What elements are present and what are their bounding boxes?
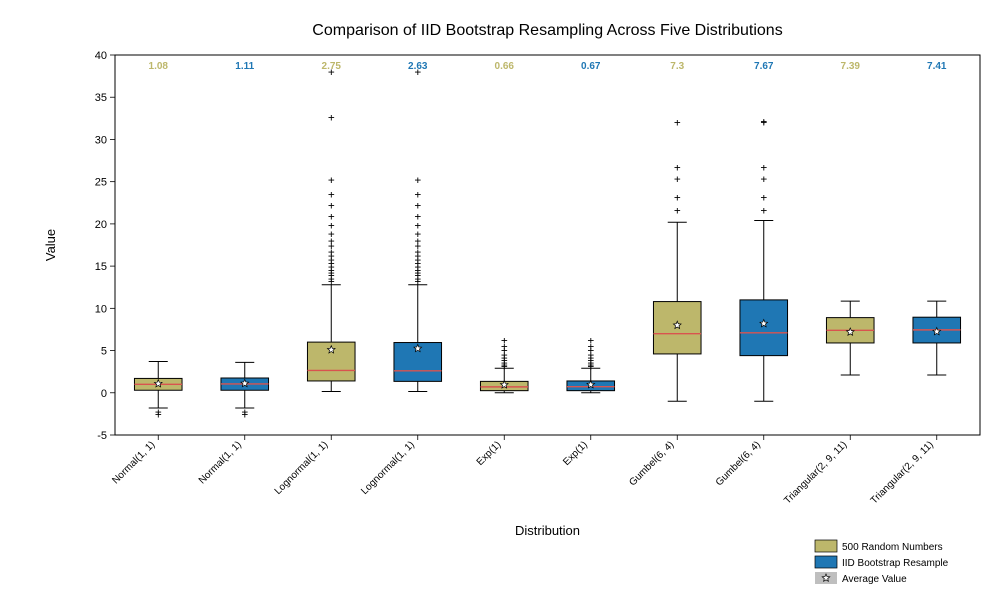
outlier-marker: + <box>760 173 767 186</box>
outlier-marker: + <box>674 173 681 186</box>
top-value-label: 0.67 <box>581 61 601 72</box>
outlier-marker: + <box>760 115 767 128</box>
legend-label: IID Bootstrap Resample <box>842 558 949 569</box>
outlier-marker: + <box>760 204 767 217</box>
ytick-label: 20 <box>95 219 107 231</box>
ytick-label: 40 <box>95 50 107 62</box>
boxplot-chart: -50510152025303540Normal(1, 1)Normal(1, … <box>0 0 1000 600</box>
legend-label: 500 Random Numbers <box>842 542 943 553</box>
top-value-label: 0.66 <box>495 61 515 72</box>
top-value-label: 7.39 <box>841 61 861 72</box>
outlier-marker: + <box>674 161 681 174</box>
ytick-label: 0 <box>101 388 107 400</box>
outlier-marker: + <box>328 188 335 201</box>
chart-container: -50510152025303540Normal(1, 1)Normal(1, … <box>0 0 1000 600</box>
legend: 500 Random Numbers IID Bootstrap Resample… <box>810 537 975 585</box>
top-value-label: 1.08 <box>149 61 169 72</box>
ytick-label: 25 <box>95 177 107 189</box>
outlier-marker: + <box>414 65 421 78</box>
outlier-marker: + <box>328 65 335 78</box>
box-body <box>740 300 788 356</box>
ytick-label: 30 <box>95 134 107 146</box>
outlier-marker: + <box>155 408 162 421</box>
box-body <box>653 302 701 354</box>
top-value-label: 1.11 <box>235 61 254 72</box>
legend-label: Average Value <box>842 574 907 585</box>
x-axis-label: Distribution <box>515 523 580 538</box>
outlier-marker: + <box>674 191 681 204</box>
outlier-marker: + <box>760 161 767 174</box>
outlier-marker: + <box>760 191 767 204</box>
top-value-label: 7.67 <box>754 61 774 72</box>
ytick-label: 10 <box>95 303 107 315</box>
legend-swatch <box>815 540 837 552</box>
y-axis-label: Value <box>43 229 58 261</box>
top-value-label: 7.41 <box>927 61 947 72</box>
ytick-label: 5 <box>101 346 107 358</box>
outlier-marker: + <box>674 116 681 129</box>
legend-swatch <box>815 556 837 568</box>
outlier-marker: + <box>414 188 421 201</box>
outlier-marker: + <box>587 334 594 347</box>
outlier-marker: + <box>501 334 508 347</box>
outlier-marker: + <box>241 408 248 421</box>
outlier-marker: + <box>414 173 421 186</box>
chart-title: Comparison of IID Bootstrap Resampling A… <box>312 22 782 39</box>
top-value-label: 7.3 <box>670 61 684 72</box>
ytick-label: 35 <box>95 92 107 104</box>
outlier-marker: + <box>328 111 335 124</box>
ytick-label: 15 <box>95 261 107 273</box>
outlier-marker: + <box>328 173 335 186</box>
ytick-label: -5 <box>97 430 107 442</box>
outlier-marker: + <box>674 204 681 217</box>
